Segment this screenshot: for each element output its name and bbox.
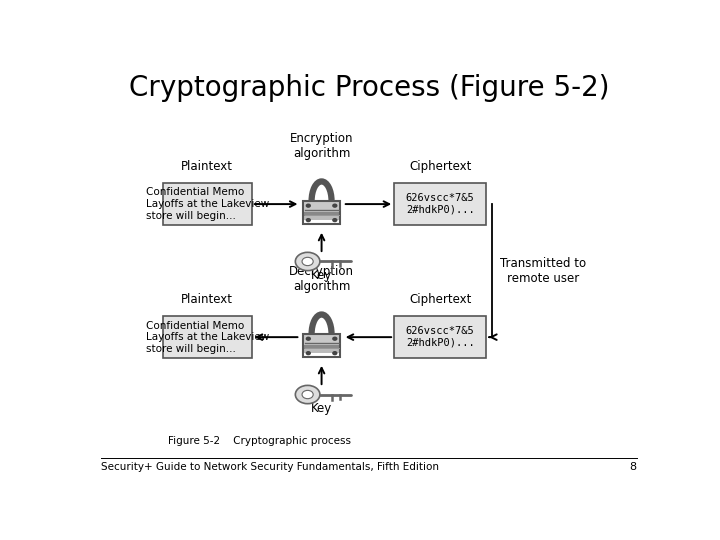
Circle shape <box>307 204 310 207</box>
Text: 626vscc*7&5
2#hdkP0)...: 626vscc*7&5 2#hdkP0)... <box>406 193 474 215</box>
Text: 626vscc*7&5
2#hdkP0)...: 626vscc*7&5 2#hdkP0)... <box>406 326 474 348</box>
Circle shape <box>307 338 310 340</box>
Circle shape <box>295 252 320 271</box>
FancyBboxPatch shape <box>394 183 486 225</box>
Circle shape <box>295 386 320 404</box>
FancyBboxPatch shape <box>303 216 340 220</box>
Text: Confidential Memo
Layoffs at the Lakeview
store will begin...: Confidential Memo Layoffs at the Lakevie… <box>145 187 269 221</box>
Circle shape <box>307 352 310 355</box>
Text: Ciphertext: Ciphertext <box>409 160 472 173</box>
Text: Ciphertext: Ciphertext <box>409 293 472 306</box>
Text: Security+ Guide to Network Security Fundamentals, Fifth Edition: Security+ Guide to Network Security Fund… <box>101 462 439 472</box>
Text: Decryption
algorithm: Decryption algorithm <box>289 266 354 294</box>
Text: 8: 8 <box>630 462 637 472</box>
FancyBboxPatch shape <box>303 212 340 217</box>
FancyBboxPatch shape <box>303 349 340 353</box>
Text: Encryption
algorithm: Encryption algorithm <box>290 132 354 160</box>
FancyBboxPatch shape <box>303 334 340 347</box>
FancyBboxPatch shape <box>303 346 340 350</box>
Circle shape <box>333 352 337 355</box>
FancyBboxPatch shape <box>163 316 252 358</box>
Circle shape <box>333 204 337 207</box>
Text: Figure 5-2    Cryptographic process: Figure 5-2 Cryptographic process <box>168 436 351 446</box>
FancyBboxPatch shape <box>303 201 340 213</box>
Circle shape <box>307 219 310 221</box>
Text: Key: Key <box>311 402 332 415</box>
Circle shape <box>302 258 313 266</box>
Circle shape <box>333 219 337 221</box>
Text: Cryptographic Process (Figure 5-2): Cryptographic Process (Figure 5-2) <box>129 73 609 102</box>
Text: Confidential Memo
Layoffs at the Lakeview
store will begin...: Confidential Memo Layoffs at the Lakevie… <box>145 321 269 354</box>
Text: Plaintext: Plaintext <box>181 160 233 173</box>
FancyBboxPatch shape <box>163 183 252 225</box>
Text: Plaintext: Plaintext <box>181 293 233 306</box>
Text: Transmitted to
remote user: Transmitted to remote user <box>500 256 586 285</box>
Circle shape <box>302 390 313 399</box>
Circle shape <box>333 338 337 340</box>
FancyBboxPatch shape <box>394 316 486 358</box>
Text: Key: Key <box>311 268 332 281</box>
